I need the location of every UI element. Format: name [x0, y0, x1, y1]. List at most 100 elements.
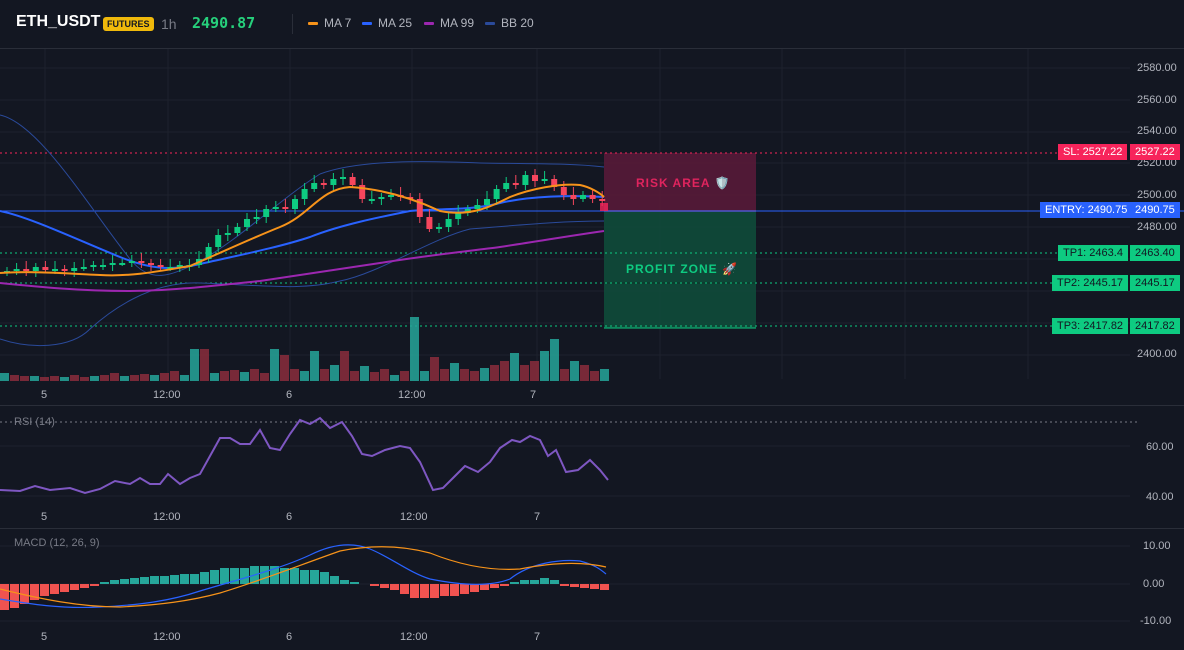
macd-hist-bar — [520, 580, 529, 584]
legend-label: BB 20 — [501, 16, 534, 30]
candle-body — [359, 185, 366, 199]
candle-body — [42, 267, 49, 270]
candle-body — [167, 267, 174, 269]
macd-hist-bar — [180, 574, 189, 584]
macd-hist-bar — [80, 584, 89, 588]
tp1-tag[interactable]: TP1: 2463.4 — [1058, 245, 1128, 261]
time-axis-label: 5 — [41, 389, 48, 401]
profit-zone — [604, 211, 756, 328]
macd-hist-bar — [230, 568, 239, 584]
sl-tag[interactable]: SL: 2527.22 — [1058, 144, 1128, 160]
macd-hist-bar — [430, 584, 439, 598]
candle-body — [416, 199, 423, 217]
time-axis-label: 5 — [41, 631, 48, 643]
ma99-swatch-icon — [424, 21, 434, 25]
timeframe-selector[interactable]: 1h — [161, 16, 177, 32]
macd-axis-label: 0.00 — [1143, 578, 1165, 590]
legend-ma7[interactable]: MA 7 — [308, 16, 351, 30]
futures-badge: FUTURES — [103, 17, 154, 31]
volume-bar — [240, 372, 249, 381]
macd-hist-bar — [120, 579, 129, 584]
candle-body — [119, 263, 126, 265]
legend-bb20[interactable]: BB 20 — [485, 16, 534, 30]
macd-hist-bar — [160, 576, 169, 584]
candle-body — [128, 261, 135, 263]
time-axis-label: 12:00 — [153, 511, 181, 523]
volume-bar — [220, 371, 229, 381]
macd-axis-label: 10.00 — [1143, 540, 1171, 552]
candle-body — [90, 265, 97, 267]
macd-hist-bar — [460, 584, 469, 594]
volume-bar — [400, 371, 409, 381]
rsi-chart-canvas[interactable] — [0, 406, 1184, 526]
macd-hist-bar — [210, 570, 219, 584]
macd-hist-bar — [580, 584, 589, 588]
time-axis-label: 7 — [534, 631, 541, 643]
rsi-panel[interactable]: RSI (14) 60.00 40.00 5 12:00 6 12:00 7 — [0, 405, 1184, 526]
macd-hist-bar — [500, 584, 509, 586]
macd-hist-bar — [350, 582, 359, 584]
macd-hist-bar — [50, 584, 59, 594]
macd-hist-bar — [70, 584, 79, 590]
macd-hist-bar — [540, 578, 549, 584]
price-axis-label: 2580.00 — [1137, 62, 1177, 74]
legend-ma99[interactable]: MA 99 — [424, 16, 474, 30]
tp3-tag[interactable]: TP3: 2417.82 — [1052, 318, 1129, 334]
macd-hist-bar — [480, 584, 489, 590]
candle-body — [205, 247, 212, 259]
volume-bar — [560, 369, 569, 381]
volume-bar — [40, 377, 49, 381]
volume-bar — [340, 351, 349, 381]
volume-bar — [470, 371, 479, 381]
volume-bar — [320, 369, 329, 381]
tp2-tag[interactable]: TP2: 2445.17 — [1052, 275, 1129, 291]
volume-bar — [30, 376, 39, 381]
candle-body — [292, 199, 298, 209]
sl-price-tag: 2527.22 — [1130, 144, 1180, 160]
volume-bar — [200, 349, 209, 381]
volume-bar — [160, 373, 169, 381]
price-panel[interactable]: 2580.00 2560.00 2540.00 2520.00 2500.00 … — [0, 49, 1184, 404]
volume-bar — [90, 376, 99, 381]
candle-body — [71, 268, 78, 271]
risk-area-label: RISK AREA 🛡️ — [636, 176, 731, 190]
candle-body — [474, 205, 481, 209]
price-axis-label: 2520.00 — [1137, 157, 1177, 169]
volume-bar — [10, 375, 19, 381]
candle-body — [503, 183, 510, 189]
volume-bar — [480, 368, 489, 381]
candle-body — [282, 207, 289, 209]
macd-hist-bar — [90, 584, 99, 586]
candle-body — [426, 217, 433, 229]
candle-body — [320, 183, 327, 185]
volume-bar — [150, 375, 159, 381]
tp3-price-tag: 2417.82 — [1130, 318, 1180, 334]
signal-line — [0, 546, 607, 608]
candle-body — [570, 195, 577, 199]
macd-hist-bar — [110, 580, 119, 584]
legend-ma25[interactable]: MA 25 — [362, 16, 412, 30]
macd-chart-canvas[interactable] — [0, 529, 1184, 650]
macd-panel[interactable]: MACD (12, 26, 9) 10.00 0.00 -10.00 5 12:… — [0, 528, 1184, 650]
volume-bar — [510, 353, 519, 381]
macd-hist-bar — [260, 566, 269, 584]
macd-hist-bar — [530, 580, 539, 584]
macd-hist-bar — [240, 568, 249, 584]
entry-tag[interactable]: ENTRY: 2490.75 — [1040, 202, 1133, 218]
volume-bar — [180, 375, 189, 381]
ma7-swatch-icon — [308, 21, 318, 25]
macd-hist-bar — [150, 576, 159, 584]
symbol-name[interactable]: ETH_USDT — [16, 13, 101, 30]
candle-body — [100, 265, 106, 267]
price-chart-canvas[interactable] — [0, 49, 1184, 404]
volume-bar — [520, 365, 529, 381]
candle-body — [445, 219, 452, 227]
macd-hist-bar — [370, 584, 379, 586]
volume-bar — [230, 370, 239, 381]
candle-body — [349, 177, 356, 185]
candle-body — [61, 269, 68, 271]
volume-bar — [380, 369, 389, 381]
macd-hist-bar — [40, 584, 49, 596]
candle-body — [512, 183, 519, 185]
legend-label: MA 25 — [378, 16, 413, 30]
